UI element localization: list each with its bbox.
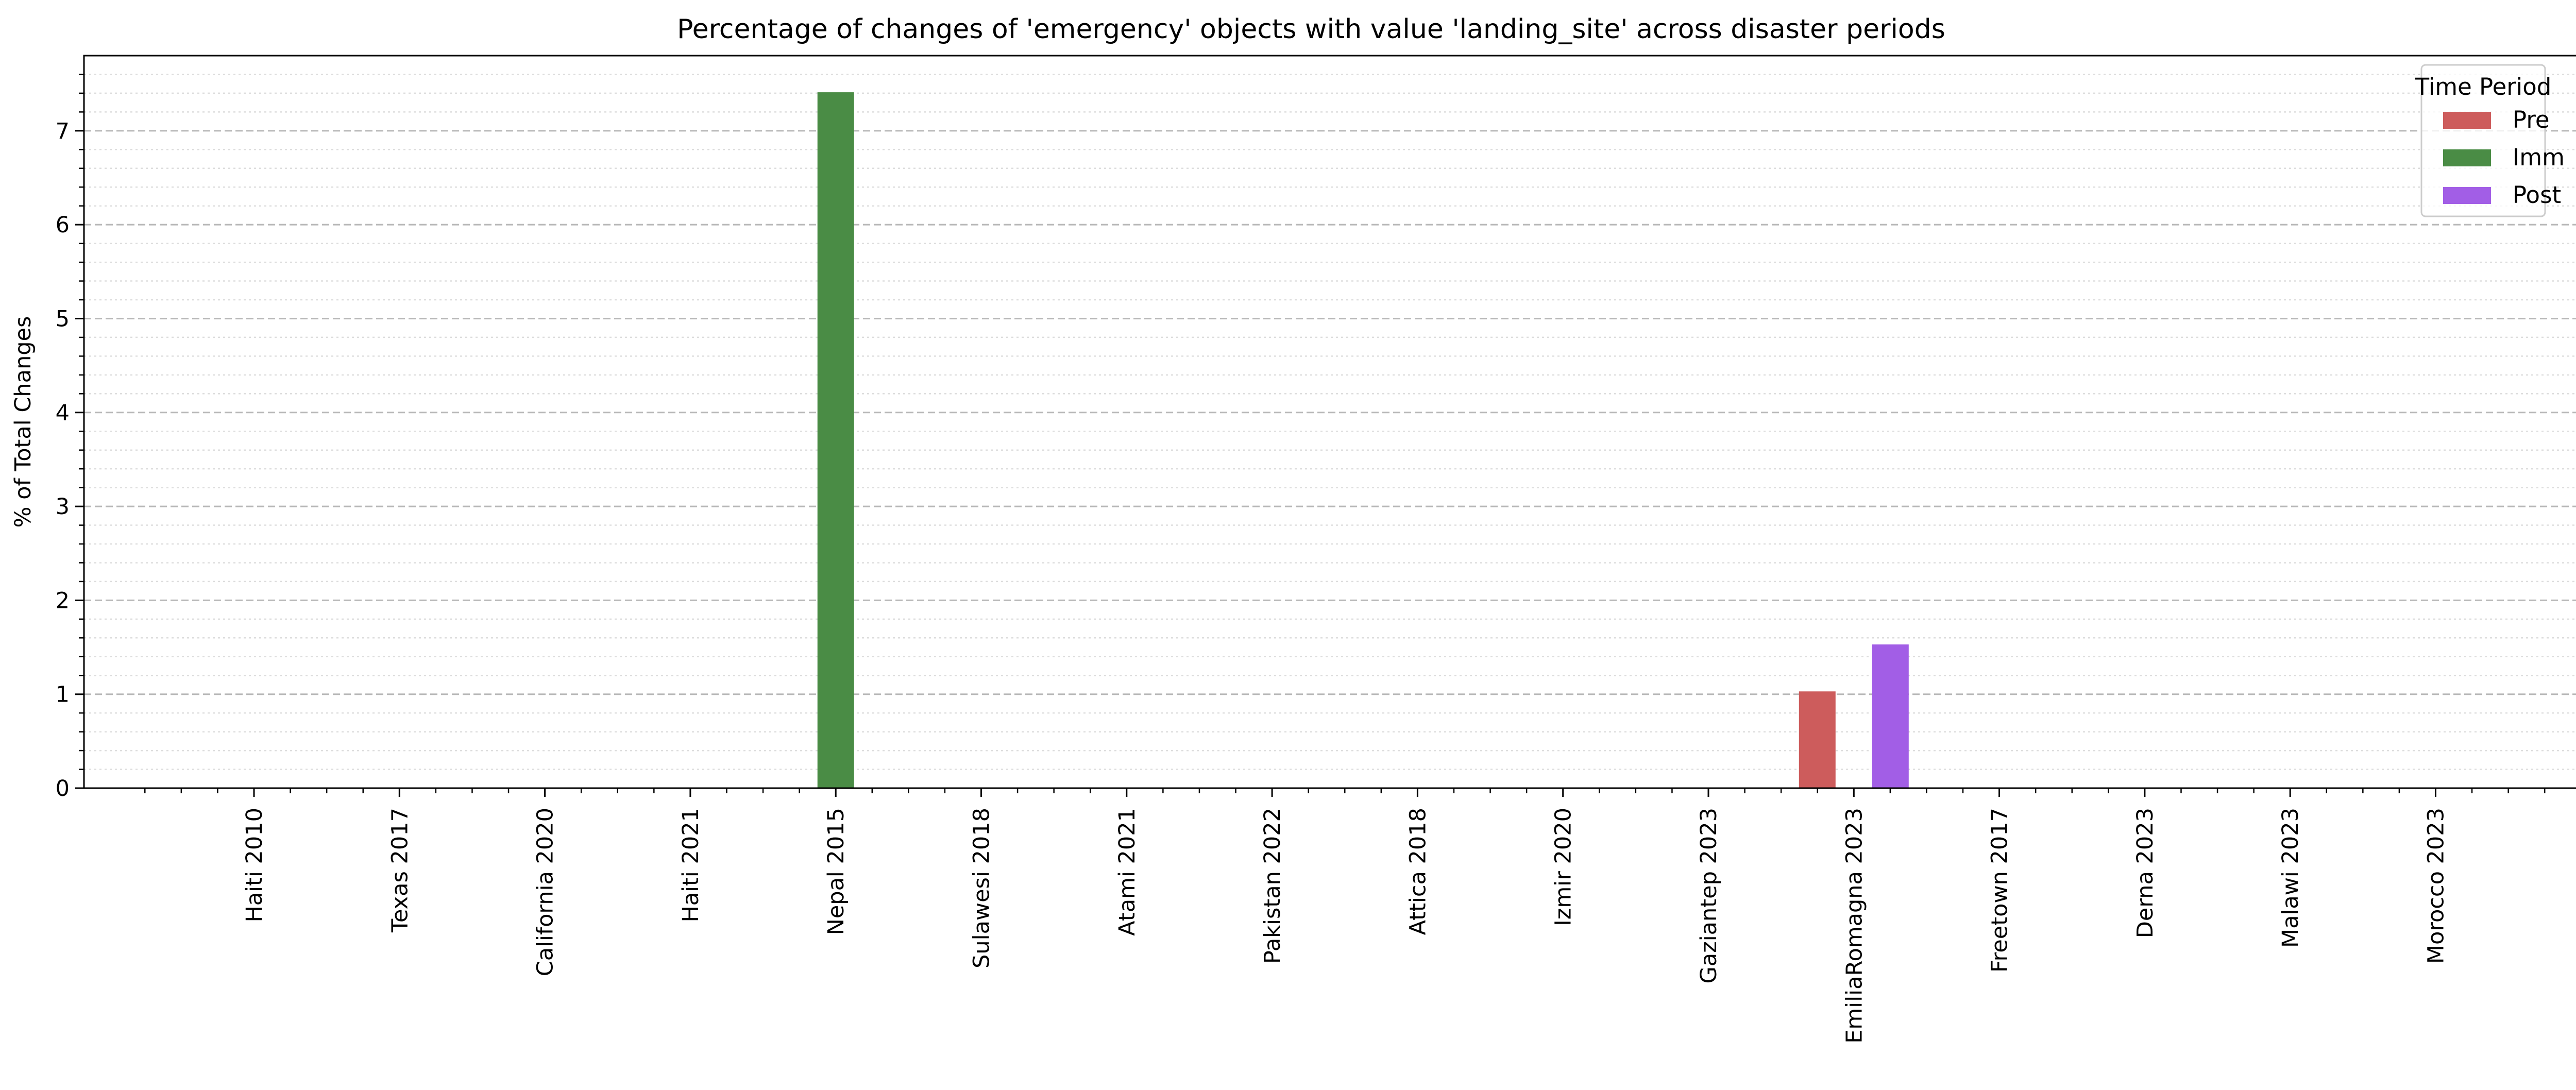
legend-items: Pre Imm Post	[2443, 106, 2565, 209]
x-tick-label: Derna 2023	[2132, 808, 2158, 938]
y-tick-label: 0	[56, 776, 70, 802]
x-tick-label: Haiti 2021	[678, 808, 704, 923]
legend-label-imm: Imm	[2513, 144, 2565, 171]
y-tick-label: 5	[56, 306, 70, 332]
y-axis: 0 1 2 3 4 5 6 7	[56, 74, 84, 802]
x-tick-label: Freetown 2017	[1987, 808, 2013, 973]
x-tick-label: Morocco 2023	[2424, 808, 2449, 964]
legend-swatch-post	[2443, 187, 2491, 204]
y-tick-label: 1	[56, 682, 70, 708]
x-tick-label: EmiliaRomagna 2023	[1841, 808, 1867, 1044]
y-tick-label: 6	[56, 212, 70, 238]
bars	[817, 92, 1909, 789]
y-tick-label: 4	[56, 400, 70, 426]
legend-title: Time Period	[2415, 73, 2552, 100]
x-tick-label: Atami 2021	[1114, 808, 1140, 936]
x-tick-label: Sulawesi 2018	[969, 808, 995, 968]
legend-swatch-imm	[2443, 149, 2491, 166]
legend-box	[2420, 64, 2546, 217]
chart-title: Percentage of changes of 'emergency' obj…	[677, 14, 1945, 45]
bar-imm	[817, 92, 854, 789]
x-tick-label: Nepal 2015	[823, 808, 849, 935]
legend-label-post: Post	[2513, 181, 2561, 209]
x-tick-label: California 2020	[533, 808, 558, 976]
x-tick-label: Texas 2017	[387, 808, 413, 933]
y-tick-label: 7	[56, 118, 70, 144]
x-tick-label: Izmir 2020	[1551, 808, 1577, 926]
x-tick-label: Malawi 2023	[2278, 808, 2303, 948]
plot-frame	[83, 55, 2576, 789]
y-tick-label: 2	[56, 588, 70, 614]
y-axis-label: % of Total Changes	[10, 316, 36, 528]
x-tick-label: Pakistan 2022	[1260, 808, 1285, 964]
x-tick-label: Haiti 2010	[242, 808, 267, 923]
legend-label-pre: Pre	[2513, 106, 2550, 133]
legend-swatch-pre	[2443, 112, 2491, 129]
bar-post	[1872, 644, 1909, 788]
x-tick-label: Gaziantep 2023	[1696, 808, 1722, 984]
legend: Time Period Pre Imm Post	[2415, 64, 2565, 217]
grid	[84, 74, 2576, 770]
bar-pre	[1799, 691, 1836, 788]
x-axis: Haiti 2010 Texas 2017 California 2020 Haiti…	[144, 788, 2546, 1044]
x-tick-label: Attica 2018	[1405, 808, 1431, 935]
y-tick-label: 3	[56, 494, 70, 520]
